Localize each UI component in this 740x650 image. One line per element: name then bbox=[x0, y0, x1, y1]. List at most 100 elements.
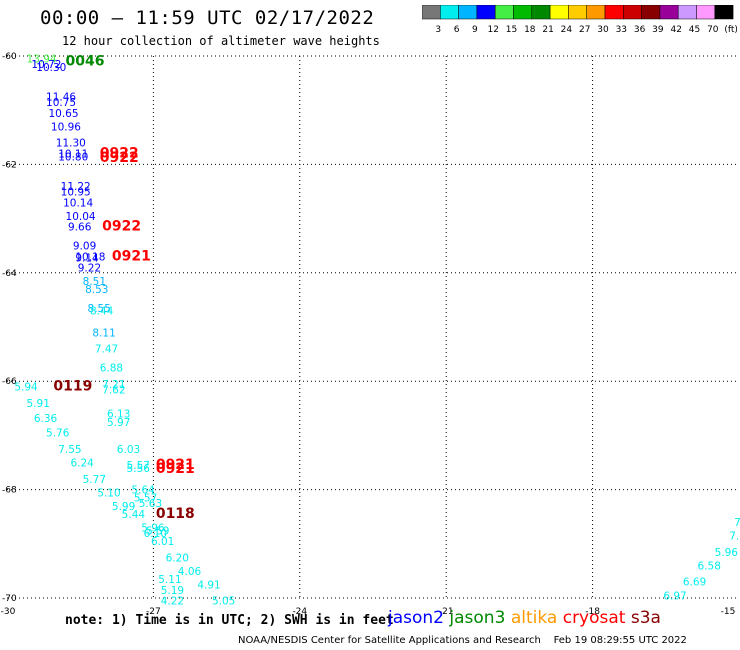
wave-height-label: 6.69 bbox=[683, 577, 706, 589]
wave-height-label: 9.22 bbox=[78, 262, 101, 274]
pass-time-label: 0921 bbox=[156, 461, 195, 477]
wave-height-label: 10.11 bbox=[58, 149, 88, 161]
wave-height-label: 10.04 bbox=[66, 211, 96, 223]
wave-height-label: 5.94 bbox=[14, 382, 38, 394]
wave-height-label: 5.99 bbox=[112, 501, 135, 513]
x-tick-label: -18 bbox=[585, 607, 600, 617]
legend-tick-label: 9 bbox=[472, 25, 478, 35]
wave-height-label: 5.97 bbox=[107, 417, 130, 429]
satellite-name-cryosat: cryosat bbox=[562, 608, 631, 628]
legend-swatch bbox=[714, 5, 734, 20]
y-tick-label: -64 bbox=[2, 269, 17, 279]
chart-subtitle: 12 hour collection of altimeter wave hei… bbox=[62, 34, 380, 48]
wave-height-label: 5.63 bbox=[139, 498, 162, 510]
wave-height-label: 5.11 bbox=[158, 574, 181, 586]
y-tick-label: -70 bbox=[2, 594, 17, 604]
satellite-name-jason2: jason2 bbox=[388, 608, 450, 628]
wave-height-label: 9.14 bbox=[75, 253, 99, 265]
wave-height-label: 8.44 bbox=[90, 306, 114, 318]
wave-height-label: 4.22 bbox=[161, 596, 184, 608]
wave-height-label: 5.64 bbox=[131, 485, 155, 497]
legend-tick-label: 70 bbox=[707, 25, 719, 35]
wave-height-label: 10.18 bbox=[75, 252, 105, 264]
satellite-name-jason3: jason3 bbox=[449, 608, 511, 628]
legend-tick-label: 42 bbox=[670, 25, 681, 35]
wave-height-label: 7.55 bbox=[58, 444, 81, 456]
wave-height-label: 7.67 bbox=[729, 531, 740, 543]
x-tick-label: -30 bbox=[1, 607, 16, 617]
wave-height-label: 6.24 bbox=[70, 458, 94, 470]
wave-height-label: 7.62 bbox=[102, 384, 125, 396]
legend-tick-label: 6 bbox=[454, 25, 460, 35]
x-tick-label: -24 bbox=[292, 607, 307, 617]
legend-tick-label: 24 bbox=[561, 25, 573, 35]
wave-height-label: 5.91 bbox=[27, 398, 50, 410]
pass-time-label: 0921 bbox=[112, 249, 151, 265]
wave-height-label: 10.95 bbox=[61, 187, 91, 199]
legend-tick-label: 12 bbox=[487, 25, 498, 35]
satellite-legend: jason2 jason3 altika cryosat s3a bbox=[388, 608, 661, 628]
wave-height-label: 6.03 bbox=[117, 444, 140, 456]
legend-tick-label: 30 bbox=[597, 25, 609, 35]
wave-height-label: 5.77 bbox=[83, 474, 106, 486]
wave-height-label: 6.97 bbox=[663, 590, 686, 602]
legend-tick-label: 21 bbox=[542, 25, 553, 35]
wave-height-label: 10.30 bbox=[36, 62, 66, 74]
satellite-name-s3a: s3a bbox=[630, 608, 661, 628]
wave-height-label: 4.06 bbox=[178, 566, 202, 578]
pass-time-label: 0922 bbox=[102, 219, 141, 235]
wave-height-label: 6.36 bbox=[34, 413, 58, 425]
wave-height-label: 6.88 bbox=[100, 363, 123, 375]
wave-height-label: 5.56 bbox=[127, 463, 151, 475]
y-tick-label: -66 bbox=[2, 377, 17, 387]
y-tick-label: -62 bbox=[2, 160, 17, 170]
wave-height-label: 5.44 bbox=[122, 509, 146, 521]
wave-height-label: 11.22 bbox=[61, 181, 91, 193]
y-tick-label: -60 bbox=[2, 52, 17, 62]
wave-height-label: 11.30 bbox=[56, 138, 86, 150]
legend-tick-label: 36 bbox=[634, 25, 646, 35]
legend-tick-label: 18 bbox=[524, 25, 536, 35]
wave-height-label: 4.91 bbox=[197, 579, 220, 591]
wave-height-label: 13.94 bbox=[27, 54, 57, 66]
legend-tick-label: 39 bbox=[652, 25, 664, 35]
pass-time-label: 0922 bbox=[100, 150, 139, 166]
x-tick-label: -15 bbox=[721, 607, 736, 617]
wave-height-label: 5.57 bbox=[134, 493, 157, 505]
pass-time-label: 0118 bbox=[156, 506, 195, 522]
footnote: note: 1) Time is in UTC; 2) SWH is in fe… bbox=[65, 613, 394, 628]
wave-height-label: 6.10 bbox=[144, 528, 167, 540]
wave-height-label: 5.57 bbox=[127, 460, 150, 472]
wave-height-label: 10.65 bbox=[48, 108, 78, 120]
wave-height-label: 11.46 bbox=[46, 92, 76, 104]
wave-height-label: 6.58 bbox=[698, 560, 721, 572]
wave-height-label: 5.05 bbox=[212, 596, 235, 608]
legend-tick-label: 27 bbox=[579, 25, 590, 35]
wave-height-label: 10.80 bbox=[58, 151, 88, 163]
wave-height-label: 5.59 bbox=[146, 525, 169, 537]
pass-time-label: 0119 bbox=[53, 379, 92, 395]
wave-height-label: 7.47 bbox=[95, 344, 118, 356]
wave-height-label: 8.53 bbox=[85, 284, 108, 296]
pass-time-label: 0921 bbox=[156, 457, 195, 473]
wave-height-label: 5.10 bbox=[97, 487, 120, 499]
wave-height-label: 5.96 bbox=[141, 523, 165, 535]
pass-time-label: 0922 bbox=[100, 146, 139, 162]
wave-height-label: 7.21 bbox=[102, 379, 125, 391]
wave-height-label: 8.11 bbox=[92, 327, 115, 339]
wave-height-label: 10.14 bbox=[63, 197, 93, 209]
wave-height-label: 5.19 bbox=[161, 585, 184, 597]
wave-height-label: 10.72 bbox=[31, 59, 61, 71]
satellite-name-altika: altika bbox=[510, 608, 563, 628]
wave-height-label: 8.55 bbox=[88, 303, 111, 315]
wave-height-label: 10.75 bbox=[46, 97, 76, 109]
wave-height-label: 5.96 bbox=[715, 547, 739, 559]
wave-height-label: 6.13 bbox=[107, 409, 130, 421]
wave-height-label: 5.76 bbox=[46, 428, 70, 440]
wave-height-label: 7. bbox=[734, 517, 740, 529]
legend-tick-label: 15 bbox=[506, 25, 517, 35]
x-tick-label: -27 bbox=[146, 607, 161, 617]
legend-tick-label: (ft) bbox=[724, 25, 737, 35]
legend-tick-label: 33 bbox=[616, 25, 627, 35]
